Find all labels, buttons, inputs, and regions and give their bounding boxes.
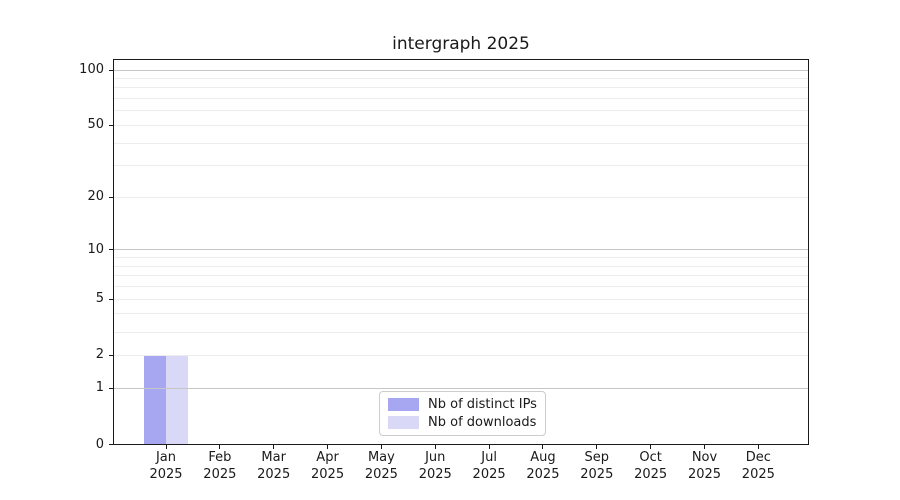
y-gridline-minor — [114, 298, 808, 300]
x-tick-label: May 2025 — [353, 449, 409, 483]
y-gridline-minor — [114, 313, 808, 315]
y-tick-mark — [109, 387, 113, 389]
y-gridline-minor — [114, 265, 808, 267]
x-tick-month: Sep — [584, 450, 610, 465]
x-tick-label: Jun 2025 — [407, 449, 463, 483]
x-tick-label: Feb 2025 — [192, 449, 248, 483]
legend-item-distinct-ips: Nb of distinct IPs — [388, 397, 537, 412]
x-tick-year: 2025 — [311, 467, 345, 482]
x-tick-year: 2025 — [149, 467, 183, 482]
y-tick-mark — [109, 298, 113, 300]
x-tick-label: Jul 2025 — [461, 449, 517, 483]
x-tick-month: May — [367, 450, 395, 465]
chart-title: intergraph 2025 — [392, 34, 530, 54]
y-gridline-minor — [114, 87, 808, 89]
x-tick-year: 2025 — [472, 467, 506, 482]
x-tick-year: 2025 — [687, 467, 722, 482]
x-tick-mark — [219, 445, 221, 449]
x-tick-year: 2025 — [526, 467, 560, 482]
x-tick-mark — [488, 445, 490, 449]
x-tick-mark — [596, 445, 598, 449]
x-tick-mark — [434, 445, 436, 449]
x-tick-month: Dec — [745, 450, 771, 465]
y-tick-label: 20 — [87, 189, 104, 205]
x-tick-year: 2025 — [257, 467, 291, 482]
x-tick-year: 2025 — [364, 467, 398, 482]
x-tick-year: 2025 — [203, 467, 237, 482]
x-tick-month: Nov — [691, 450, 718, 465]
bar-downloads — [166, 355, 188, 445]
x-tick-month: Jun — [425, 450, 446, 465]
x-tick-month: Jul — [481, 450, 497, 465]
x-tick-month: Oct — [639, 450, 662, 465]
y-gridline-minor — [114, 257, 808, 259]
y-gridline-minor — [114, 286, 808, 288]
x-tick-month: Feb — [208, 450, 232, 465]
x-tick-mark — [650, 445, 652, 449]
x-tick-mark — [380, 445, 382, 449]
x-tick-month: Aug — [530, 450, 556, 465]
legend-swatch-distinct-ips — [388, 398, 419, 411]
y-tick-label: 50 — [87, 117, 104, 133]
x-tick-label: Jan 2025 — [138, 449, 194, 483]
legend-swatch-downloads — [388, 416, 419, 429]
y-tick-label: 2 — [95, 347, 104, 363]
y-gridline-minor — [114, 165, 808, 167]
bar-distinct-ips — [144, 355, 166, 445]
x-tick-mark — [165, 445, 167, 449]
x-tick-year: 2025 — [634, 467, 668, 482]
legend-label-downloads: Nb of downloads — [428, 415, 537, 430]
y-tick-mark — [109, 444, 113, 445]
y-gridline-minor — [114, 142, 808, 144]
x-tick-mark — [327, 445, 329, 449]
y-tick-label: 100 — [79, 62, 104, 77]
x-tick-label: Sep 2025 — [569, 449, 625, 483]
x-tick-label: Apr 2025 — [300, 449, 356, 483]
y-gridline-major — [114, 69, 808, 71]
x-tick-month: Jan — [155, 450, 177, 465]
y-tick-mark — [109, 249, 113, 251]
x-tick-mark — [273, 445, 275, 449]
y-gridline-minor — [114, 98, 808, 100]
y-gridline-minor — [114, 77, 808, 79]
x-tick-year: 2025 — [741, 467, 775, 482]
y-gridline-minor — [114, 354, 808, 356]
legend-label-distinct-ips: Nb of distinct IPs — [428, 397, 537, 412]
x-tick-label: Mar 2025 — [246, 449, 302, 483]
x-tick-mark — [704, 445, 705, 449]
x-tick-year: 2025 — [418, 467, 452, 482]
legend-item-downloads: Nb of downloads — [388, 415, 537, 430]
y-gridline-minor — [114, 124, 808, 126]
y-tick-mark — [109, 124, 113, 126]
y-tick-mark — [109, 354, 113, 356]
legend: Nb of distinct IPs Nb of downloads — [379, 391, 546, 436]
y-tick-mark — [109, 196, 113, 198]
y-gridline-major — [114, 249, 808, 251]
y-gridline-minor — [114, 196, 808, 198]
y-gridline-minor — [114, 331, 808, 333]
x-tick-label: Dec 2025 — [730, 449, 786, 483]
x-tick-month: Mar — [261, 450, 286, 465]
y-gridline-minor — [114, 275, 808, 277]
x-tick-label: Aug 2025 — [515, 449, 571, 483]
x-tick-label: Nov 2025 — [677, 449, 733, 483]
x-tick-mark — [757, 445, 759, 449]
x-tick-year: 2025 — [580, 467, 614, 482]
y-tick-mark — [109, 69, 113, 71]
x-tick-month: Apr — [316, 450, 339, 465]
y-tick-label: 5 — [95, 291, 104, 307]
x-tick-mark — [542, 445, 544, 449]
y-tick-label: 10 — [87, 241, 104, 257]
y-gridline-minor — [114, 110, 808, 112]
y-gridline-major — [114, 387, 808, 389]
x-tick-label: Oct 2025 — [623, 449, 679, 483]
y-tick-label: 1 — [95, 380, 104, 396]
y-tick-label: 0 — [95, 436, 104, 452]
